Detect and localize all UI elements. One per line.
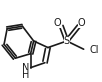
Text: N: N <box>22 63 30 73</box>
Text: H: H <box>22 70 30 80</box>
Text: Cl: Cl <box>89 45 99 55</box>
Text: O: O <box>54 18 61 28</box>
Text: O: O <box>78 18 85 28</box>
Text: S: S <box>64 36 70 46</box>
